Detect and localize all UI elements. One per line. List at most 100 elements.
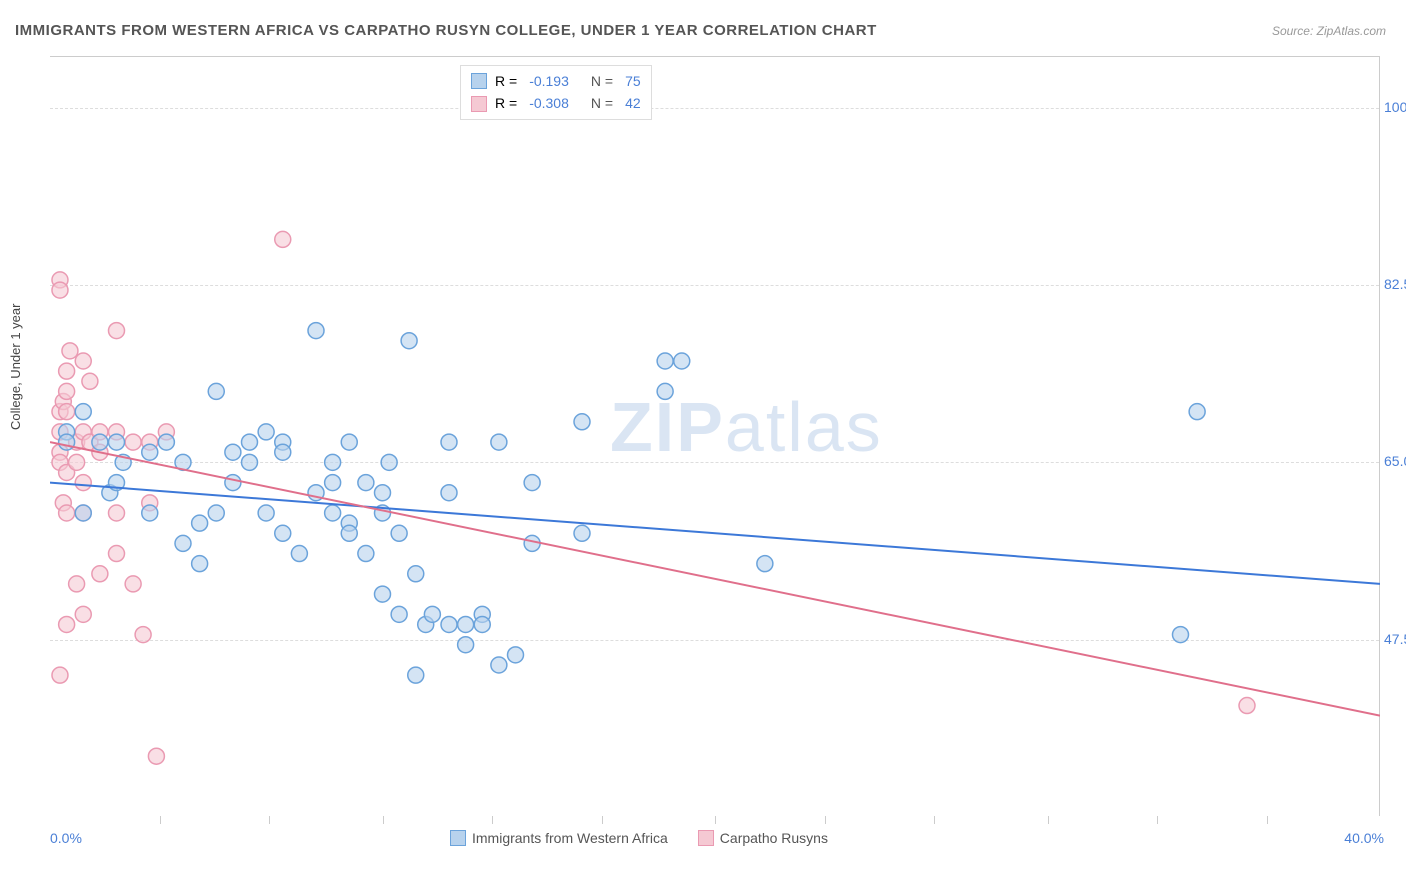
stat-n-label: N = (591, 70, 613, 92)
data-point (192, 515, 208, 531)
data-point (325, 454, 341, 470)
trend-line (50, 483, 1380, 584)
data-point (242, 434, 258, 450)
y-tick-label: 100.0% (1384, 99, 1406, 115)
data-point (375, 586, 391, 602)
data-point (148, 748, 164, 764)
stat-n-value: 75 (625, 70, 641, 92)
data-point (75, 353, 91, 369)
data-point (341, 434, 357, 450)
stat-r-value: -0.308 (529, 92, 569, 114)
data-point (375, 485, 391, 501)
data-point (458, 616, 474, 632)
scatter-plot: ZIPatlas 47.5%65.0%82.5%100.0%0.0%40.0%R… (50, 56, 1380, 816)
x-tick (492, 816, 493, 824)
x-tick (269, 816, 270, 824)
data-point (92, 434, 108, 450)
data-point (291, 546, 307, 562)
x-tick (715, 816, 716, 824)
y-tick-label: 47.5% (1384, 631, 1406, 647)
data-point (142, 444, 158, 460)
data-point (225, 475, 241, 491)
data-point (59, 434, 75, 450)
stat-r-value: -0.193 (529, 70, 569, 92)
scatter-svg (50, 57, 1380, 817)
x-tick (1157, 816, 1158, 824)
data-point (358, 475, 374, 491)
data-point (391, 525, 407, 541)
data-point (401, 333, 417, 349)
data-point (75, 404, 91, 420)
data-point (381, 454, 397, 470)
legend-item: Immigrants from Western Africa (450, 830, 668, 846)
data-point (109, 505, 125, 521)
data-point (674, 353, 690, 369)
data-point (225, 444, 241, 460)
legend-swatch (471, 73, 487, 89)
data-point (424, 606, 440, 622)
data-point (408, 566, 424, 582)
stat-r-label: R = (495, 92, 517, 114)
data-point (308, 323, 324, 339)
data-point (325, 505, 341, 521)
trend-line (50, 442, 1380, 716)
data-point (574, 525, 590, 541)
data-point (142, 505, 158, 521)
data-point (358, 546, 374, 562)
data-point (441, 434, 457, 450)
stat-n-value: 42 (625, 92, 641, 114)
data-point (109, 323, 125, 339)
correlation-legend: R = -0.193 N = 75 R = -0.308 N = 42 (460, 65, 652, 120)
legend-label: Immigrants from Western Africa (472, 830, 668, 846)
data-point (508, 647, 524, 663)
stat-r-label: R = (495, 70, 517, 92)
data-point (458, 637, 474, 653)
data-point (491, 657, 507, 673)
data-point (158, 434, 174, 450)
data-point (59, 616, 75, 632)
data-point (192, 556, 208, 572)
data-point (491, 434, 507, 450)
data-point (657, 353, 673, 369)
data-point (524, 475, 540, 491)
x-tick (825, 816, 826, 824)
x-tick (1048, 816, 1049, 824)
legend-row: R = -0.193 N = 75 (471, 70, 641, 92)
legend-row: R = -0.308 N = 42 (471, 92, 641, 114)
data-point (75, 606, 91, 622)
data-point (325, 475, 341, 491)
data-point (59, 383, 75, 399)
data-point (258, 424, 274, 440)
data-point (242, 454, 258, 470)
x-tick (602, 816, 603, 824)
stat-n-label: N = (591, 92, 613, 114)
x-tick (934, 816, 935, 824)
data-point (275, 444, 291, 460)
data-point (275, 231, 291, 247)
legend-item: Carpatho Rusyns (698, 830, 828, 846)
x-max-label: 40.0% (1344, 830, 1384, 846)
data-point (1189, 404, 1205, 420)
data-point (52, 667, 68, 683)
data-point (75, 475, 91, 491)
data-point (258, 505, 274, 521)
y-tick-label: 65.0% (1384, 453, 1406, 469)
legend-swatch (471, 96, 487, 112)
x-min-label: 0.0% (50, 830, 82, 846)
data-point (1239, 698, 1255, 714)
x-tick (383, 816, 384, 824)
data-point (59, 505, 75, 521)
data-point (75, 505, 91, 521)
legend-label: Carpatho Rusyns (720, 830, 828, 846)
legend-swatch (698, 830, 714, 846)
data-point (1173, 627, 1189, 643)
source-attribution: Source: ZipAtlas.com (1272, 24, 1386, 38)
data-point (341, 525, 357, 541)
data-point (69, 576, 85, 592)
x-tick (1267, 816, 1268, 824)
data-point (275, 525, 291, 541)
data-point (52, 282, 68, 298)
data-point (59, 363, 75, 379)
legend-swatch (450, 830, 466, 846)
data-point (135, 627, 151, 643)
